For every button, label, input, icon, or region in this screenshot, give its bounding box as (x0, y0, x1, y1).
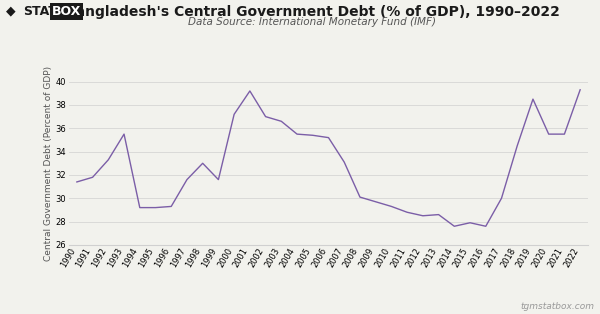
Y-axis label: Central Government Debt (Percent of GDP): Central Government Debt (Percent of GDP) (44, 66, 53, 261)
Text: BOX: BOX (52, 5, 81, 18)
Text: Data Source: International Monetary Fund (IMF): Data Source: International Monetary Fund… (188, 17, 436, 27)
Text: Bangladesh's Central Government Debt (% of GDP), 1990–2022: Bangladesh's Central Government Debt (% … (65, 5, 559, 19)
Text: STAT: STAT (23, 5, 56, 18)
Text: tgmstatbox.com: tgmstatbox.com (520, 302, 594, 311)
Text: ◆: ◆ (6, 5, 16, 18)
